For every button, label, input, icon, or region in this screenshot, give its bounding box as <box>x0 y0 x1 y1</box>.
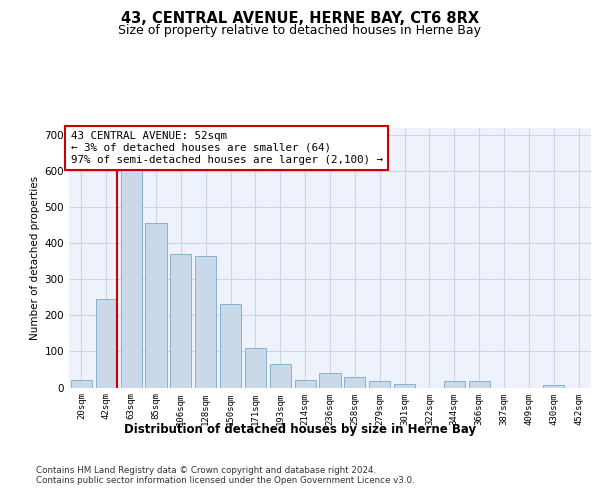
Bar <box>394 384 415 388</box>
Bar <box>295 380 316 388</box>
Text: Size of property relative to detached houses in Herne Bay: Size of property relative to detached ho… <box>119 24 482 37</box>
Text: 43 CENTRAL AVENUE: 52sqm
← 3% of detached houses are smaller (64)
97% of semi-de: 43 CENTRAL AVENUE: 52sqm ← 3% of detache… <box>71 132 383 164</box>
Text: Contains HM Land Registry data © Crown copyright and database right 2024.: Contains HM Land Registry data © Crown c… <box>36 466 376 475</box>
Bar <box>71 380 92 388</box>
Bar <box>145 223 167 388</box>
Bar <box>245 348 266 388</box>
Bar <box>170 254 191 388</box>
Text: Contains public sector information licensed under the Open Government Licence v3: Contains public sector information licen… <box>36 476 415 485</box>
Bar <box>444 381 465 388</box>
Y-axis label: Number of detached properties: Number of detached properties <box>31 176 40 340</box>
Bar <box>543 384 564 388</box>
Bar <box>121 160 142 388</box>
Bar <box>195 256 216 388</box>
Bar <box>469 381 490 388</box>
Text: 43, CENTRAL AVENUE, HERNE BAY, CT6 8RX: 43, CENTRAL AVENUE, HERNE BAY, CT6 8RX <box>121 11 479 26</box>
Bar <box>319 373 341 388</box>
Text: Distribution of detached houses by size in Herne Bay: Distribution of detached houses by size … <box>124 422 476 436</box>
Bar <box>270 364 291 388</box>
Bar <box>344 378 365 388</box>
Bar <box>220 304 241 388</box>
Bar <box>369 381 390 388</box>
Bar <box>96 299 117 388</box>
